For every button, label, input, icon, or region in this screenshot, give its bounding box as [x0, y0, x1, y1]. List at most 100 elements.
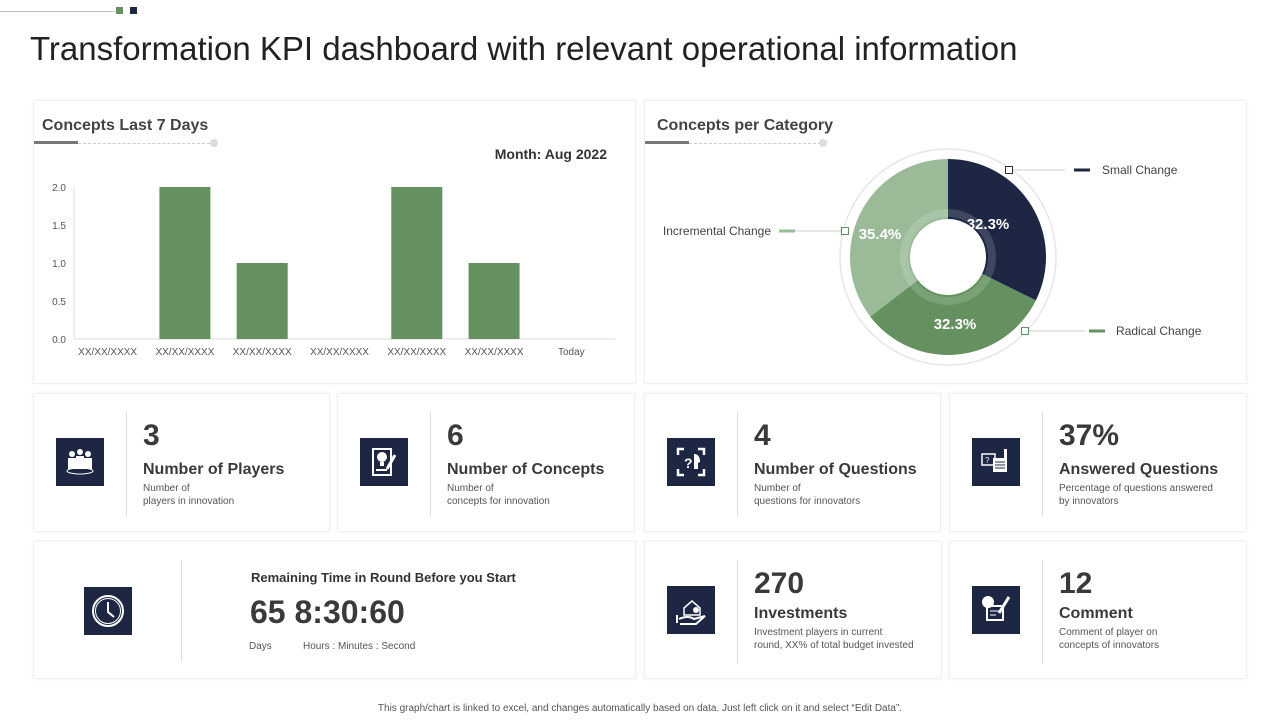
kpi-card: 6 Number of Concepts Number of concepts f… — [337, 393, 635, 532]
donut-slice[interactable] — [870, 273, 1036, 355]
kpi-desc-line: Percentage of questions answered — [1059, 483, 1213, 494]
y-tick-label: 0.5 — [52, 297, 66, 308]
leader-marker — [1021, 327, 1029, 335]
divider — [126, 412, 127, 516]
x-tick-label: XX/XX/XXXX — [233, 347, 292, 358]
divider — [430, 412, 431, 516]
title-dot — [819, 139, 827, 147]
timer-card: Remaining Time in Round Before you Start… — [33, 541, 636, 679]
x-tick-label: XX/XX/XXXX — [465, 347, 524, 358]
donut-outer-ring — [839, 148, 1057, 366]
kpi-value: 12 — [1059, 567, 1093, 600]
svg-text:?: ? — [684, 455, 693, 471]
kpi-card: 270 Investments Investment players in cu… — [644, 541, 942, 679]
hand-house-money-icon — [667, 586, 715, 634]
y-tick-label: 1.5 — [52, 221, 66, 232]
y-tick-label: 0.0 — [52, 335, 66, 346]
bar[interactable] — [391, 187, 443, 339]
chat-document-icon: ? — [972, 438, 1020, 486]
timer-value: 65 8:30:60 — [250, 594, 405, 630]
page-title: Transformation KPI dashboard with releva… — [30, 30, 1018, 67]
kpi-value: 270 — [754, 567, 805, 600]
divider — [181, 560, 182, 662]
legend-label: Small Change — [1102, 163, 1178, 177]
y-tick-label: 2.0 — [52, 183, 66, 194]
bar-chart-card: Concepts Last 7 Days Month: Aug 2022 0.0… — [33, 100, 636, 384]
footer-note: This graph/chart is linked to excel, and… — [377, 703, 903, 714]
kpi-value: 4 — [754, 419, 771, 452]
kpi-description: Investment players in current round, XX% … — [754, 626, 914, 652]
pie-chart-card: Concepts per Category 32.3% 32.3% 35.4% Sma… — [644, 100, 1247, 384]
donut-chart: 32.3% 32.3% 35.4% Small Change Radical Chang… — [663, 148, 1202, 366]
pie-card-title: Concepts per Category — [657, 117, 834, 134]
comment-edit-icon — [972, 586, 1020, 634]
hms-label: Hours : Minutes : Second — [303, 641, 416, 652]
month-label: Month: Aug 2022 — [494, 146, 607, 162]
x-tick-label: Today — [558, 347, 585, 358]
bar-card-title: Concepts Last 7 Days — [42, 117, 209, 134]
bar[interactable] — [468, 263, 520, 339]
y-tick-label: 1.0 — [52, 259, 66, 270]
legend-label: Radical Change — [1116, 324, 1202, 338]
kpi-desc-line: Comment of player on — [1059, 627, 1158, 638]
kpi-desc-line: by innovators — [1059, 496, 1119, 507]
donut-slice[interactable] — [850, 159, 948, 317]
x-tick-label: XX/XX/XXXX — [78, 347, 137, 358]
divider — [1042, 412, 1043, 516]
divider — [737, 560, 738, 664]
kpi-description: Comment of player on concepts of innovato… — [1059, 626, 1159, 652]
kpi-label: Investments — [754, 605, 848, 622]
slice-label: 32.3% — [934, 316, 977, 333]
team-icon — [56, 438, 104, 486]
title-dot — [210, 139, 218, 147]
kpi-card: ? 4 Number of Questions Number of questio… — [644, 393, 941, 532]
svg-text:?: ? — [985, 456, 990, 465]
kpi-description: Number of questions for innovators — [754, 482, 860, 508]
kpi-label: Comment — [1059, 605, 1133, 622]
kpi-card: 12 Comment Comment of player on concepts … — [949, 541, 1247, 679]
donut-inner-ring — [900, 209, 996, 305]
kpi-value: 37% — [1059, 419, 1120, 452]
slice-label: 35.4% — [859, 226, 902, 243]
kpi-description: Number of concepts for innovation — [447, 482, 550, 508]
title-dash — [78, 143, 210, 144]
divider — [1042, 560, 1043, 664]
leader-marker — [1005, 166, 1013, 174]
legend-label: Incremental Change — [663, 224, 771, 238]
kpi-desc-line: Number of — [754, 483, 801, 494]
leader-marker — [841, 227, 849, 235]
slice-label: 32.3% — [967, 216, 1010, 233]
kpi-desc-line: questions for innovators — [754, 496, 861, 507]
kpi-description: Percentage of questions answered by innov… — [1059, 482, 1213, 508]
kpi-desc-line: concepts for innovation — [447, 496, 550, 507]
clock-icon — [84, 587, 132, 635]
bar[interactable] — [159, 187, 211, 339]
kpi-label: Number of Concepts — [447, 461, 605, 478]
title-dash — [689, 143, 821, 144]
idea-document-icon — [360, 438, 408, 486]
kpi-label: Number of Questions — [754, 461, 917, 478]
kpi-value: 6 — [447, 419, 464, 452]
kpi-desc-line: Number of — [143, 483, 190, 494]
kpi-desc-line: Investment players in current — [754, 627, 883, 638]
bar-chart: 0.0 0.5 1.0 1.5 2.0 XX/XX/XXXX XX/XX/XXXX XX/XX… — [52, 183, 615, 358]
kpi-value: 3 — [143, 419, 160, 452]
kpi-card: ? 37% Answered Questions Percentage of q… — [949, 393, 1247, 532]
title-underline — [645, 141, 689, 144]
timer-title: Remaining Time in Round Before you Start — [251, 570, 516, 585]
divider — [737, 412, 738, 516]
x-tick-label: XX/XX/XXXX — [310, 347, 369, 358]
kpi-description: Number of players in innovation — [143, 482, 234, 508]
kpi-desc-line: round, XX% of total budget invested — [754, 640, 914, 651]
donut-slice[interactable] — [948, 159, 1046, 301]
kpi-desc-line: players in innovation — [143, 496, 235, 507]
kpi-label: Number of Players — [143, 461, 285, 478]
days-label: Days — [249, 641, 272, 652]
x-tick-label: XX/XX/XXXX — [387, 347, 446, 358]
title-underline — [34, 141, 78, 144]
kpi-desc-line: concepts of innovators — [1059, 640, 1160, 651]
bar[interactable] — [236, 263, 288, 339]
kpi-label: Answered Questions — [1059, 461, 1219, 478]
kpi-desc-line: Number of — [447, 483, 494, 494]
kpi-card: 3 Number of Players Number of players in … — [33, 393, 330, 532]
